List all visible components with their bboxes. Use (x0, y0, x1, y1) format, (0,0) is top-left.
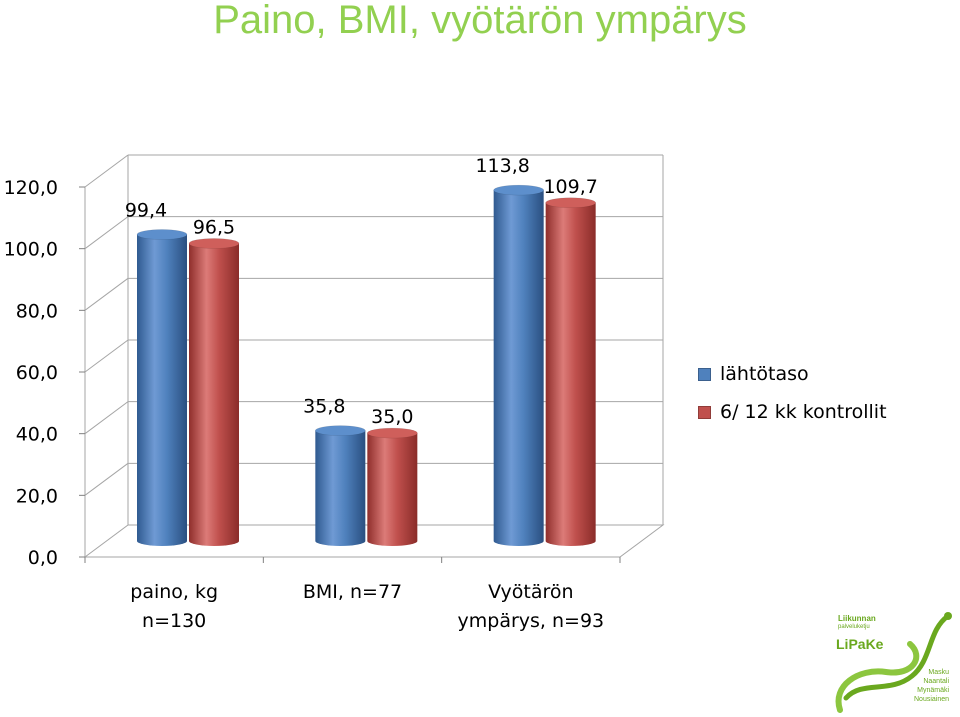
y-tick-label: 80,0 (16, 300, 58, 322)
gridline-side (84, 216, 129, 250)
logo-place: Mynämäki (917, 687, 950, 694)
category-label: paino, kg (130, 581, 218, 603)
category-label: n=130 (142, 610, 206, 632)
logo-place: Nousiainen (914, 696, 950, 703)
bar (545, 197, 596, 546)
bar-body (545, 202, 596, 546)
logo-place: Masku (928, 669, 950, 676)
logo-top-line2: palveluketju (838, 624, 870, 630)
bar-top (367, 427, 418, 439)
gridline-side (84, 277, 129, 311)
bar (188, 238, 240, 546)
bar-top (188, 238, 240, 249)
logo-top-line1: Liikunnan (838, 614, 876, 623)
gridline-side (84, 462, 129, 496)
slide-title: Paino, BMI, vyötärön ympärys (213, 0, 747, 42)
data-label: 96,5 (193, 216, 235, 238)
bar-top (545, 197, 596, 209)
y-tick-label: 20,0 (16, 485, 58, 507)
bar (367, 427, 418, 546)
y-tick-label: 100,0 (4, 239, 58, 261)
gridline-side (84, 154, 129, 188)
y-tick-label: 40,0 (16, 424, 58, 446)
y-tick-label: 120,0 (4, 177, 58, 199)
data-label: 35,0 (371, 406, 413, 428)
data-label: 35,8 (303, 396, 345, 418)
category-label: BMI, n=77 (303, 581, 402, 603)
lipake-logo: Liikunnan palveluketju LiPaKe Masku Naan… (828, 606, 958, 714)
bar (493, 184, 544, 546)
logo-places: Masku Naantali Mynämäki Nousiainen (914, 668, 949, 704)
chart-legend: lähtötaso 6/ 12 kk kontrollit (698, 355, 887, 431)
legend-item-baseline: lähtötaso (698, 355, 887, 393)
y-tick-label: 60,0 (16, 362, 58, 384)
logo-place: Naantali (923, 678, 950, 685)
bar-body (367, 433, 418, 546)
legend-label-baseline: lähtötaso (720, 363, 809, 385)
bar-top (493, 184, 544, 196)
data-label: 99,4 (125, 200, 167, 222)
bar-body (189, 243, 239, 546)
bar-top (136, 229, 188, 240)
legend-swatch-blue (698, 367, 711, 381)
bar-body (493, 190, 544, 546)
logo-swirl-icon (835, 612, 952, 713)
bar (136, 229, 188, 546)
gridline-side (84, 339, 129, 373)
logo-brand: LiPaKe (836, 636, 884, 652)
gridline-side (84, 401, 129, 435)
data-label: 113,8 (475, 155, 529, 177)
legend-swatch-red (698, 405, 711, 419)
y-tick-label: 0,0 (28, 547, 58, 569)
bar-top (315, 425, 366, 436)
legend-item-followup: 6/ 12 kk kontrollit (698, 393, 887, 431)
category-label: Vyötärön (488, 581, 574, 603)
bar-body (315, 430, 366, 546)
logo-text-top: Liikunnan palveluketju (838, 614, 876, 632)
category-label: ympärys, n=93 (458, 610, 605, 632)
data-label: 109,7 (543, 176, 597, 198)
bar-body (137, 234, 187, 546)
legend-label-followup: 6/ 12 kk kontrollit (720, 401, 887, 423)
bar (315, 425, 366, 546)
